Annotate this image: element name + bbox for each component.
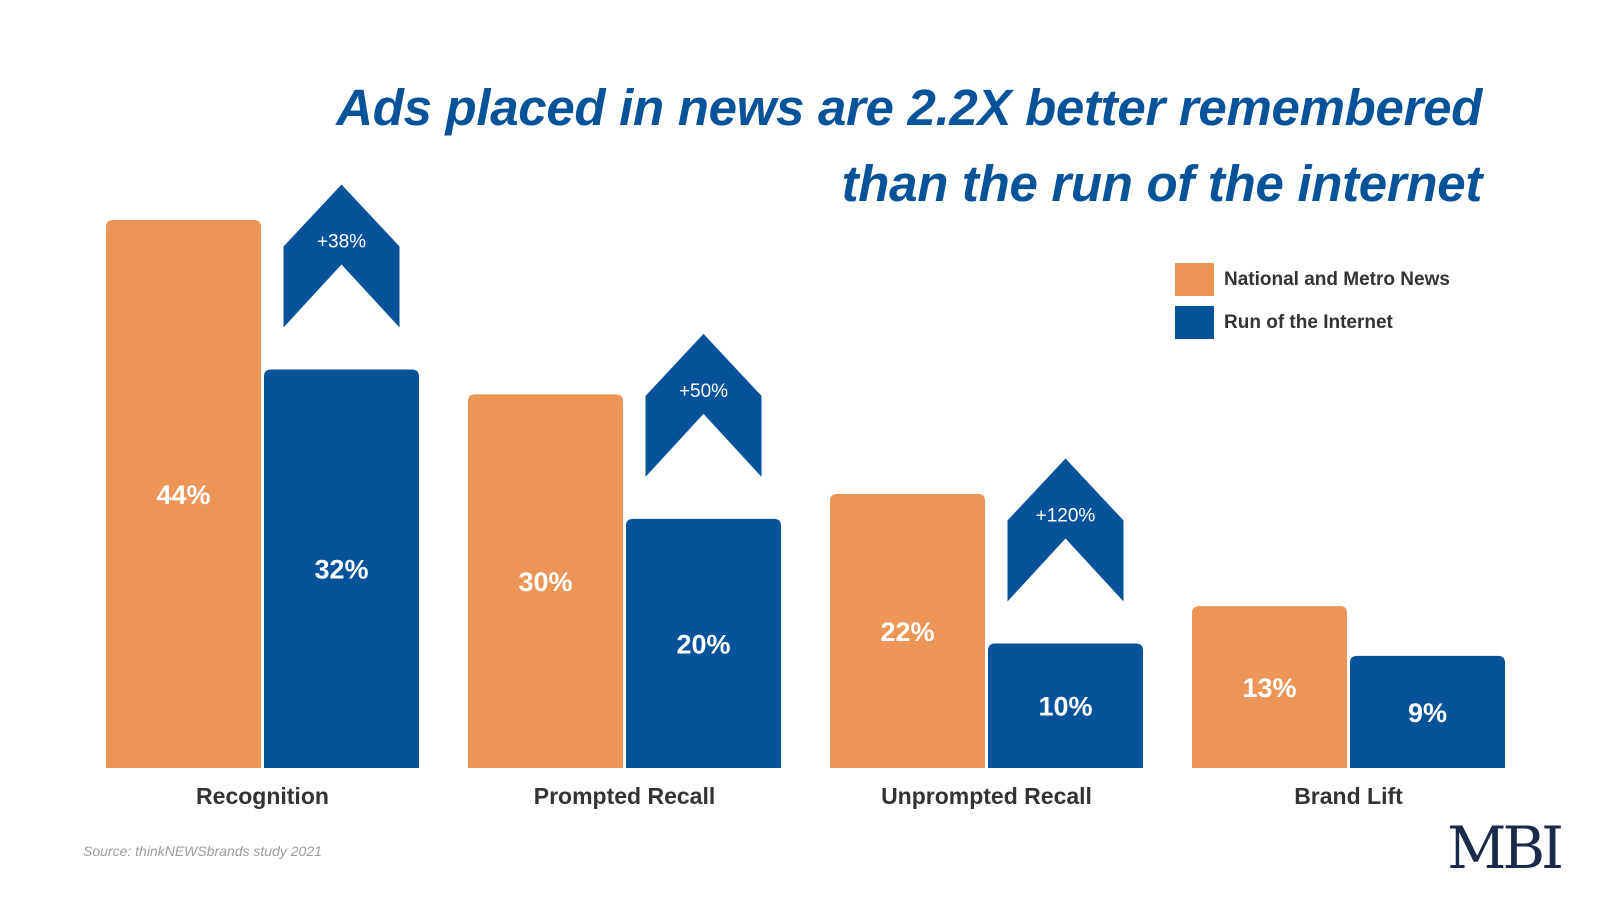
lift-arrow-icon <box>645 333 762 477</box>
legend-swatch-internet <box>1175 306 1214 339</box>
title-line-1: Ads placed in news are 2.2X better remem… <box>336 79 1482 136</box>
legend-label-news: National and Metro News <box>1224 268 1450 290</box>
mbi-logo: MBI <box>1447 814 1564 882</box>
legend-swatch-news <box>1175 263 1214 296</box>
source-note: Source: thinkNEWSbrands study 2021 <box>83 843 322 859</box>
bar-news <box>106 220 261 768</box>
bar-news <box>830 494 985 768</box>
legend-item-news: National and Metro News <box>1175 263 1450 296</box>
bar-value-label: 32% <box>314 555 368 585</box>
bar-value-label: 44% <box>156 480 210 510</box>
bar-news <box>1192 606 1347 768</box>
lift-label: +50% <box>679 381 728 402</box>
bar-internet <box>988 643 1143 768</box>
bar-internet <box>626 518 781 768</box>
bar-value-label: 13% <box>1242 673 1296 703</box>
legend-item-internet: Run of the Internet <box>1175 306 1450 339</box>
category-label: Brand Lift <box>1294 783 1403 809</box>
category-label: Unprompted Recall <box>881 783 1092 809</box>
lift-arrow-icon <box>283 184 400 328</box>
category-label: Recognition <box>196 783 329 809</box>
lift-arrow-icon <box>1007 458 1124 602</box>
title-line-2: than the run of the internet <box>841 155 1483 212</box>
bar-value-label: 30% <box>518 567 572 597</box>
legend: National and Metro News Run of the Inter… <box>1175 263 1450 349</box>
bar-value-label: 9% <box>1408 698 1447 728</box>
legend-label-internet: Run of the Internet <box>1224 311 1393 333</box>
bar-value-label: 10% <box>1038 692 1092 722</box>
chart-title: Ads placed in news are 2.2X better remem… <box>182 70 1482 222</box>
bar-news <box>468 394 623 768</box>
bar-internet <box>264 369 419 768</box>
lift-label: +38% <box>317 231 366 252</box>
bar-internet <box>1350 655 1505 768</box>
bar-value-label: 20% <box>676 629 730 659</box>
category-label: Prompted Recall <box>534 783 716 809</box>
bar-value-label: 22% <box>880 617 934 647</box>
lift-label: +120% <box>1036 505 1096 526</box>
